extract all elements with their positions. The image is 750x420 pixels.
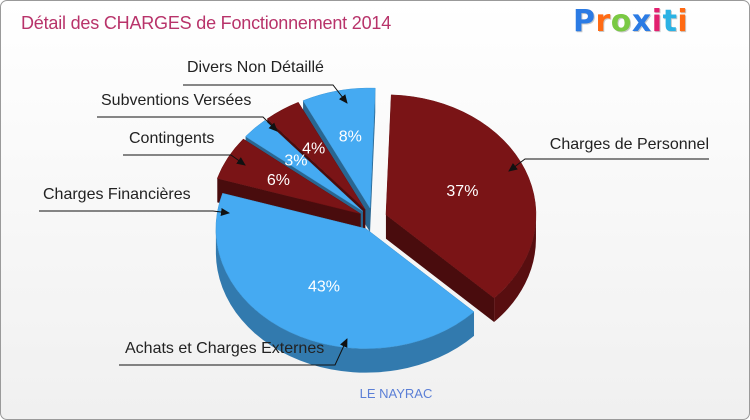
slice-label-divers-non-detaille: Divers Non Détaillé [187, 59, 324, 76]
chart-subtitle: LE NAYRAC [359, 386, 433, 401]
logo-letter: r [595, 4, 611, 39]
logo-letter: t [662, 4, 678, 39]
proxiti-logo: Proxiti [573, 4, 688, 39]
slice-value-divers-non-detaille: 8% [339, 128, 362, 145]
slice-label-charges-de-personnel: Charges de Personnel [550, 136, 709, 153]
slice-value-charges-de-personnel: 37% [446, 183, 478, 200]
leader-line-subventions-versees [97, 116, 278, 132]
logo-letter: P [573, 4, 596, 39]
leader-line-divers-non-detaille [183, 84, 348, 104]
chart-title: Détail des CHARGES de Fonctionnement 201… [21, 13, 392, 33]
logo-letter: i [677, 4, 689, 39]
slice-value-achats-et-charges-externes: 43% [308, 279, 340, 296]
slice-label-contingents: Contingents [129, 130, 214, 147]
leader-line-charges-financieres [39, 208, 230, 216]
leader-line-charges-de-personnel [508, 158, 709, 172]
slice-label-achats-et-charges-externes: Achats et Charges Externes [125, 340, 324, 357]
logo-letter: x [631, 4, 652, 39]
slice-value-subventions-versees: 4% [302, 141, 325, 158]
leader-line-achats-et-charges-externes [119, 338, 348, 366]
slice-label-charges-financieres: Charges Financières [43, 186, 191, 203]
slice-label-subventions-versees: Subventions Versées [101, 92, 251, 109]
logo-letter: o [610, 4, 632, 39]
leader-line-contingents [123, 154, 246, 166]
logo-letter: i [651, 4, 663, 39]
pie-slice-charges-de-personnel [385, 94, 537, 322]
pie-slice-achats-et-charges-externes [215, 192, 475, 373]
slice-value-contingents: 3% [284, 153, 307, 170]
slice-value-charges-financieres: 6% [267, 172, 290, 189]
